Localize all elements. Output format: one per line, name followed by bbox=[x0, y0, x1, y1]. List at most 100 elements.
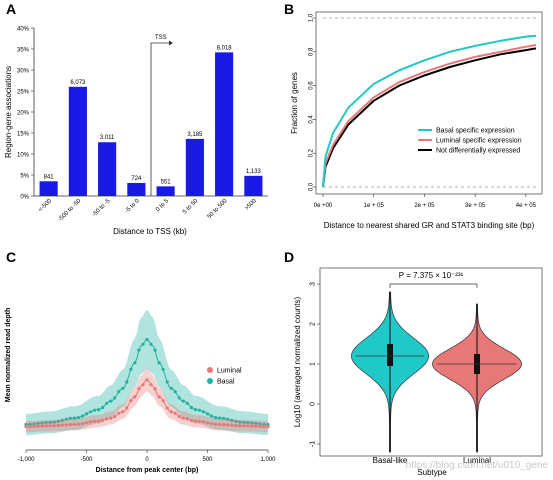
chart-c-point bbox=[60, 418, 64, 422]
chart-c-point bbox=[161, 399, 165, 403]
chart-c-point bbox=[157, 395, 161, 399]
chart-b-legend-label: Luminal specific expression bbox=[436, 138, 522, 145]
chart-c-point bbox=[185, 401, 189, 405]
chart-c-point bbox=[24, 425, 28, 429]
chart-c-point bbox=[165, 380, 169, 384]
chart-a-data-label: 551 bbox=[161, 179, 172, 185]
chart-b-ytick-label: 0.2 bbox=[309, 148, 315, 157]
chart-d-group-label: Luminal bbox=[463, 456, 491, 465]
chart-c-point bbox=[246, 420, 250, 425]
chart-c-point bbox=[234, 423, 238, 428]
chart-a-ytick-label: 30% bbox=[17, 69, 30, 75]
chart-c-point bbox=[52, 420, 56, 424]
chart-b-xtick-label: 2e + 05 bbox=[414, 203, 435, 209]
chart-b-ytick-label: 0.4 bbox=[309, 115, 315, 124]
chart-b-xtick-label: 4e + 05 bbox=[516, 203, 537, 209]
chart-c-point bbox=[117, 390, 121, 394]
chart-c-xlabel: Distance from peak center (bp) bbox=[96, 467, 199, 474]
chart-c-point bbox=[153, 348, 157, 352]
chart-c-point bbox=[28, 425, 32, 429]
chart-c-point bbox=[117, 411, 121, 415]
chart-a-ytick-label: 35% bbox=[17, 48, 30, 54]
chart-c-point bbox=[181, 416, 185, 420]
chart-c-point bbox=[113, 396, 117, 400]
chart-b-ytick-label: 1.0 bbox=[309, 13, 315, 22]
chart-c-point bbox=[137, 348, 141, 352]
chart-c-point bbox=[72, 416, 76, 420]
chart-c-point bbox=[64, 423, 68, 427]
chart-c-point bbox=[88, 410, 93, 414]
chart-d-ylabel: Log10 (averaged normalized counts) bbox=[293, 297, 302, 428]
chart-a-xtick-label: -50 to -5 bbox=[91, 198, 112, 219]
chart-d-xlabel: Subtype bbox=[417, 468, 447, 477]
chart-c-point bbox=[60, 423, 64, 427]
chart-d-annotation: P = 7.375 × 10⁻²³¹ bbox=[399, 271, 464, 280]
chart-c-point bbox=[56, 423, 60, 428]
chart-c-point bbox=[197, 419, 201, 423]
chart-a-ytick-label: 25% bbox=[17, 90, 30, 96]
chart-a-data-label: 841 bbox=[44, 174, 55, 180]
chart-c-point bbox=[262, 425, 266, 429]
chart-a-ytick-label: 15% bbox=[17, 132, 30, 138]
chart-a-bar bbox=[127, 182, 146, 196]
chart-c-point bbox=[177, 396, 181, 400]
chart-c-point bbox=[149, 342, 153, 346]
chart-c-point bbox=[121, 386, 125, 390]
watermark: https://blog.csdn.net/u010_gene bbox=[406, 460, 549, 471]
chart-c-xtick-label: -500 bbox=[80, 457, 93, 463]
chart-c-point bbox=[250, 421, 254, 425]
chart-c-point bbox=[101, 418, 105, 422]
chart-c-ylabel: Mean normalized read depth bbox=[5, 308, 12, 403]
chart-c-point bbox=[56, 419, 60, 423]
chart-a-bar bbox=[244, 175, 263, 196]
chart-c-point bbox=[101, 405, 105, 410]
panel-label-d: D bbox=[284, 249, 294, 265]
chart-c-point bbox=[145, 378, 149, 382]
chart-c-point bbox=[201, 420, 206, 424]
chart-c-point bbox=[125, 380, 129, 384]
chart-a-xtick-label: 5 to 50 bbox=[182, 198, 200, 216]
chart-c-point bbox=[193, 419, 197, 423]
chart-c-point bbox=[129, 367, 133, 371]
chart-c-point bbox=[157, 361, 161, 365]
chart-a-bar: Region-gene associations Distance to TSS… bbox=[4, 27, 268, 236]
chart-c-legend-swatch bbox=[207, 378, 213, 384]
chart-b-line: Fraction of genes Distance to nearest sh… bbox=[290, 11, 543, 230]
chart-c-point bbox=[113, 414, 117, 419]
chart-c-xtick-label: 0 bbox=[145, 457, 149, 463]
chart-c-point bbox=[173, 411, 177, 415]
chart-c-point bbox=[44, 424, 48, 428]
chart-c-point bbox=[40, 421, 44, 425]
chart-c-point bbox=[226, 423, 230, 427]
chart-c-point bbox=[133, 361, 137, 365]
chart-d-frame bbox=[319, 267, 543, 457]
chart-b-xtick-label: 3e + 05 bbox=[465, 203, 486, 209]
chart-c-point bbox=[141, 383, 145, 387]
chart-c-point bbox=[68, 423, 72, 427]
chart-c-point bbox=[80, 422, 85, 426]
chart-d-ytick-label: -1 bbox=[310, 441, 317, 447]
chart-c-point bbox=[141, 342, 145, 346]
chart-a-ytick-label: 40% bbox=[17, 27, 30, 33]
chart-c-xtick-label: 1,000 bbox=[260, 457, 276, 463]
chart-c-point bbox=[97, 419, 101, 423]
chart-c-point bbox=[125, 406, 129, 410]
chart-c-point bbox=[36, 424, 40, 428]
chart-b-ytick-label: 0.0 bbox=[309, 182, 315, 191]
chart-b-xlabel: Distance to nearest shared GR and STAT3 … bbox=[324, 221, 535, 230]
chart-a-bar bbox=[39, 181, 58, 196]
chart-c-point bbox=[209, 414, 214, 418]
chart-c-point bbox=[137, 387, 141, 391]
chart-c-point bbox=[181, 399, 185, 403]
chart-a-bar bbox=[215, 52, 234, 196]
chart-c-point bbox=[238, 420, 242, 424]
chart-c-point bbox=[52, 424, 56, 428]
chart-c-point bbox=[84, 412, 89, 416]
chart-d-ytick-label: 0 bbox=[310, 402, 317, 406]
chart-c-point bbox=[68, 416, 72, 420]
chart-b-ylabel: Fraction of genes bbox=[290, 72, 299, 134]
chart-d-ytick-label: 1 bbox=[310, 362, 317, 366]
chart-c-point bbox=[64, 417, 68, 421]
chart-c-point bbox=[28, 422, 32, 426]
chart-c-point bbox=[254, 421, 258, 425]
